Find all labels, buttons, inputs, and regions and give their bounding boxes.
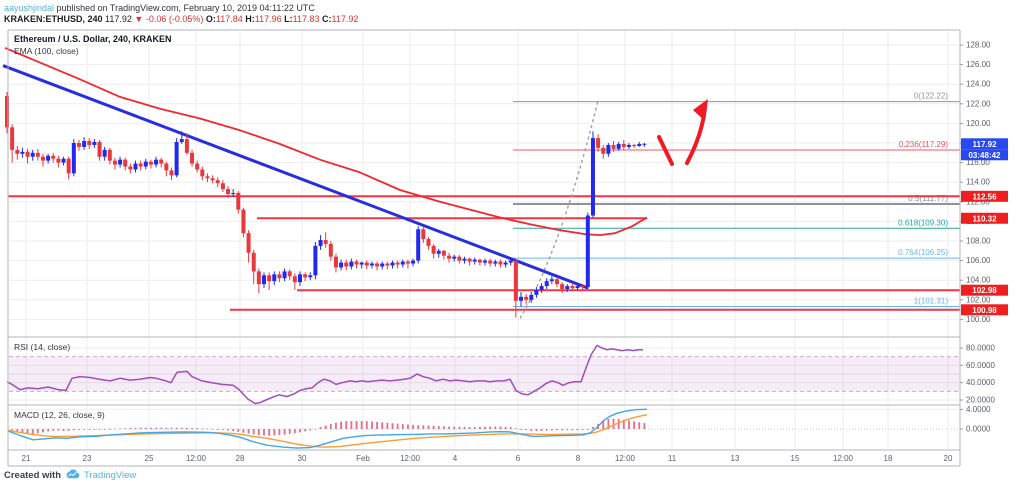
price-tag-last: 117.92	[961, 138, 1008, 150]
time-tick-label: 13	[731, 454, 740, 463]
svg-text:112.56: 112.56	[972, 192, 997, 201]
publish-info: published on TradingView.com, February 1…	[54, 3, 315, 13]
symbol-name[interactable]: KRAKEN:ETHUSD, 240	[4, 14, 103, 24]
last-price: 117.92	[105, 14, 132, 24]
price-tag-resistance: 112.56	[961, 190, 1008, 202]
time-tick-label: 30	[298, 454, 307, 463]
macd-panel[interactable]	[8, 405, 960, 450]
macd-indicator	[7, 408, 959, 449]
high-value: 117.96	[254, 14, 282, 24]
price-tick-label: 122.00	[966, 99, 991, 108]
time-tick-label: 15	[791, 454, 800, 463]
created-with-label: Created with	[4, 470, 62, 481]
time-tick-label: 20	[944, 454, 953, 463]
fib-label: 0.764(106.25)	[898, 248, 948, 257]
footer-attribution: Created with TradingView	[4, 469, 136, 482]
time-tick-label: 18	[884, 454, 893, 463]
time-tick-label: 6	[516, 454, 521, 463]
price-change: ▼ -0.06 (-0.05%)	[134, 14, 204, 24]
time-axis[interactable]: 21 23 25 12:00 28 30 Feb 12:00 4 6 8 12:00 11 13 15 12:…	[22, 454, 953, 463]
price-tick-label: 114.00	[966, 178, 990, 187]
price-tick-label: 128.00	[966, 41, 991, 50]
price-tick-label: 104.00	[966, 276, 991, 285]
svg-text:102.98: 102.98	[972, 286, 997, 295]
price-tick-label: 100.00	[966, 315, 991, 324]
open-label: O:	[205, 14, 216, 24]
price-tag-resistance: 102.98	[961, 284, 1008, 296]
low-value: 117.83	[292, 14, 320, 24]
svg-text:100.98: 100.98	[972, 306, 997, 315]
svg-text:110.32: 110.32	[972, 214, 997, 223]
drawn-arrow-annotation[interactable]	[657, 99, 708, 166]
price-tick-label: 108.00	[966, 237, 991, 246]
rsi-indicator	[6, 344, 959, 405]
rsi-line	[6, 344, 643, 405]
candle-countdown-tag: 03:48:42	[961, 149, 1008, 161]
fib-label: 0.5(111.77)	[908, 194, 948, 203]
candlestick-series	[5, 92, 647, 318]
rsi-tick-label: 60.0000	[966, 361, 995, 370]
time-tick-label: 23	[83, 454, 92, 463]
time-tick-label: Feb	[356, 454, 370, 463]
low-label: L:	[284, 14, 293, 24]
macd-line	[7, 408, 648, 449]
price-tag-resistance: 100.98	[961, 304, 1008, 316]
time-tick-label: 12:00	[833, 454, 854, 463]
price-axis[interactable]: 128.00126.00124.00122.00120.00118.00116.…	[960, 41, 995, 434]
symbol-header: KRAKEN:ETHUSD, 240 117.92 ▼ -0.06 (-0.05…	[4, 13, 358, 25]
open-value: 117.84	[215, 14, 243, 24]
close-value: 117.92	[331, 14, 359, 24]
fib-label: 0.618(109.30)	[898, 218, 948, 227]
time-tick-label: 25	[145, 454, 154, 463]
fib-label: 0(122.22)	[914, 92, 949, 101]
author-link[interactable]: aayushjindal	[4, 3, 55, 13]
fib-label: 1(101.31)	[914, 297, 949, 306]
price-tick-label: 106.00	[966, 256, 991, 265]
macd-tick-label: 4.0000	[966, 405, 991, 414]
time-tick-label: 12:00	[615, 454, 636, 463]
time-tick-label: 8	[576, 454, 581, 463]
price-tick-label: 124.00	[966, 80, 991, 89]
tradingview-cloud-icon	[65, 469, 80, 482]
panel-borders	[7, 29, 961, 467]
time-tick-label: 21	[22, 454, 31, 463]
price-tag-resistance: 110.32	[961, 212, 1008, 224]
price-tick-label: 116.00	[966, 158, 990, 167]
publish-header: aayushjindal published on TradingView.co…	[4, 2, 315, 14]
time-tick-label: 11	[668, 454, 677, 463]
price-tick-label: 126.00	[966, 60, 991, 69]
time-tick-label: 12:00	[186, 454, 207, 463]
descending-trendline[interactable]	[2, 64, 589, 290]
rsi-tick-label: 20.0000	[966, 396, 995, 405]
price-tick-label: 102.00	[966, 295, 991, 304]
close-label: C:	[322, 14, 332, 24]
fib-label: 0.236(117.29)	[899, 140, 949, 149]
time-tick-label: 28	[236, 454, 245, 463]
tradingview-brand[interactable]: TradingView	[84, 470, 137, 481]
svg-text:03:48:42: 03:48:42	[968, 151, 1001, 160]
price-tick-label: 120.00	[966, 119, 991, 128]
gridlines	[9, 31, 959, 449]
ema-line	[4, 47, 648, 237]
time-tick-label: 12:00	[400, 454, 421, 463]
svg-text:117.92: 117.92	[972, 140, 997, 149]
rsi-tick-label: 80.0000	[966, 344, 995, 353]
rsi-tick-label: 40.0000	[966, 378, 995, 387]
high-label: H:	[245, 14, 255, 24]
support-resistance-lines	[8, 195, 960, 311]
time-tick-label: 4	[453, 454, 458, 463]
macd-tick-label: 0.0000	[966, 425, 991, 434]
